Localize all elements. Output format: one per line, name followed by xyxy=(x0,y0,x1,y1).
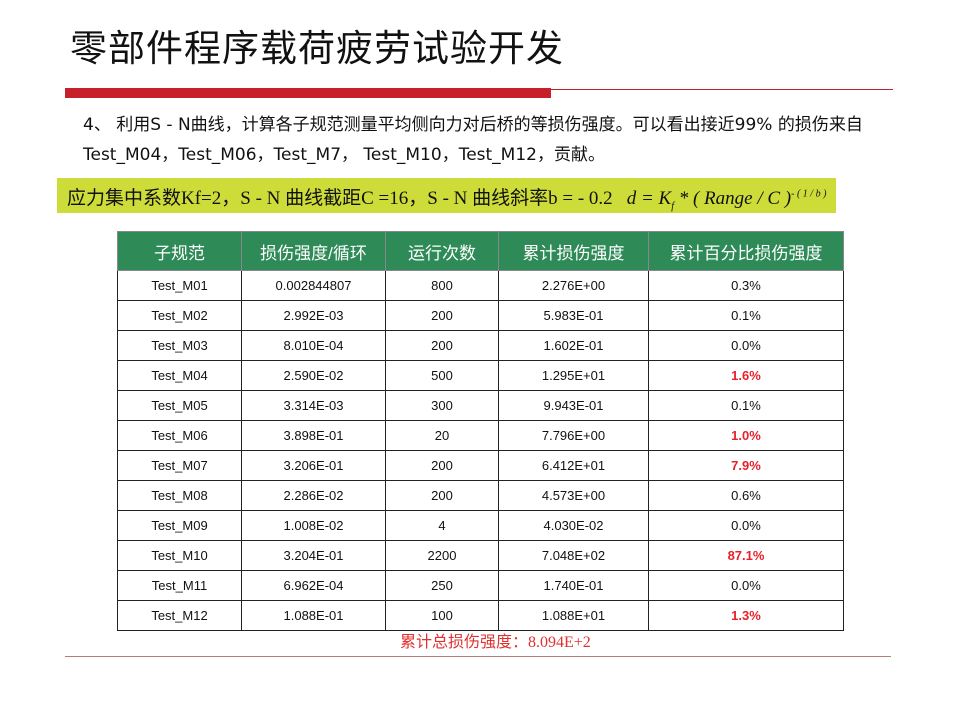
table-cell: 800 xyxy=(385,270,499,301)
table-cell: 2.286E-02 xyxy=(241,480,386,511)
table-cell: 1.602E-01 xyxy=(498,330,649,361)
table-row: Test_M01 0.002844807 800 2.276E+00 0.3% xyxy=(117,270,844,301)
title-divider xyxy=(551,89,893,90)
column-header: 累计百分比损伤强度 xyxy=(648,231,844,271)
table-cell: Test_M12 xyxy=(117,600,242,631)
table-cell: Test_M02 xyxy=(117,300,242,331)
table-cell: Test_M03 xyxy=(117,330,242,361)
table-cell: 1.3% xyxy=(648,600,844,631)
table-cell: 6.962E-04 xyxy=(241,570,386,601)
table-cell: 1.0% xyxy=(648,420,844,451)
table-cell: 7.9% xyxy=(648,450,844,481)
table-row: Test_M10 3.204E-01 2200 7.048E+02 87.1% xyxy=(117,540,844,571)
table-cell: 1.740E-01 xyxy=(498,570,649,601)
table-cell: 20 xyxy=(385,420,499,451)
table-cell: 1.295E+01 xyxy=(498,360,649,391)
table-row: Test_M06 3.898E-01 20 7.796E+00 1.0% xyxy=(117,420,844,451)
table-cell: 3.206E-01 xyxy=(241,450,386,481)
table-cell: 0.0% xyxy=(648,570,844,601)
column-header: 子规范 xyxy=(117,231,242,271)
table-cell: 100 xyxy=(385,600,499,631)
table-cell: 200 xyxy=(385,300,499,331)
table-cell: 2200 xyxy=(385,540,499,571)
table-cell: 4.030E-02 xyxy=(498,510,649,541)
table-cell: 2.590E-02 xyxy=(241,360,386,391)
table-cell: 200 xyxy=(385,450,499,481)
table-cell: Test_M06 xyxy=(117,420,242,451)
table-cell: 250 xyxy=(385,570,499,601)
table-row: Test_M12 1.088E-01 100 1.088E+01 1.3% xyxy=(117,600,844,631)
table-cell: 3.314E-03 xyxy=(241,390,386,421)
column-header: 运行次数 xyxy=(385,231,499,271)
formula-exponent: - ( 1 / b ) xyxy=(791,188,827,200)
parameter-highlight: 应力集中系数Kf=2，S - N 曲线截距C =16，S - N 曲线斜率b =… xyxy=(57,178,837,213)
table-cell: Test_M11 xyxy=(117,570,242,601)
slide-content: 4、 利用S - N曲线，计算各子规范测量平均侧向力对后桥的等损伤强度。可以看出… xyxy=(57,110,897,657)
damage-formula: d = Kf * ( Range / C )- ( 1 / b ) xyxy=(626,188,827,212)
formula-rest: * ( Range / C ) xyxy=(673,188,792,209)
table-cell: 7.796E+00 xyxy=(498,420,649,451)
table-cell: 0.1% xyxy=(648,300,844,331)
table-row: Test_M11 6.962E-04 250 1.740E-01 0.0% xyxy=(117,570,844,601)
table-row: Test_M02 2.992E-03 200 5.983E-01 0.1% xyxy=(117,300,844,331)
table-row: Test_M07 3.206E-01 200 6.412E+01 7.9% xyxy=(117,450,844,481)
table-row: Test_M03 8.010E-04 200 1.602E-01 0.0% xyxy=(117,330,844,361)
table-cell: 4 xyxy=(385,510,499,541)
table-cell: Test_M01 xyxy=(117,270,242,301)
table-row: Test_M05 3.314E-03 300 9.943E-01 0.1% xyxy=(117,390,844,421)
table-cell: Test_M10 xyxy=(117,540,242,571)
table-cell: Test_M08 xyxy=(117,480,242,511)
table-cell: 8.010E-04 xyxy=(241,330,386,361)
table-cell: 0.002844807 xyxy=(241,270,386,301)
total-damage: 累计总损伤强度：8.094E+2 xyxy=(400,634,591,651)
table-cell: 7.048E+02 xyxy=(498,540,649,571)
table-cell: 4.573E+00 xyxy=(498,480,649,511)
table-cell: 0.0% xyxy=(648,330,844,361)
title-accent-bar xyxy=(65,88,551,98)
damage-table: 子规范 损伤强度/循环 运行次数 累计损伤强度 累计百分比损伤强度 Test_M01 0.… xyxy=(117,231,844,631)
table-cell: Test_M05 xyxy=(117,390,242,421)
table-cell: 0.6% xyxy=(648,480,844,511)
slide-title: 零部件程序载荷疲劳试验开发 xyxy=(70,27,564,70)
description-paragraph: 4、 利用S - N曲线，计算各子规范测量平均侧向力对后桥的等损伤强度。可以看出… xyxy=(83,115,863,165)
table-cell: 9.943E-01 xyxy=(498,390,649,421)
table-cell: Test_M09 xyxy=(117,510,242,541)
table-cell: 87.1% xyxy=(648,540,844,571)
table-cell: Test_M07 xyxy=(117,450,242,481)
formula-subscript: f xyxy=(671,200,674,212)
column-header: 累计损伤强度 xyxy=(498,231,649,271)
table-cell: 3.898E-01 xyxy=(241,420,386,451)
table-cell: 1.088E+01 xyxy=(498,600,649,631)
table-header-row: 子规范 损伤强度/循环 运行次数 累计损伤强度 累计百分比损伤强度 xyxy=(117,231,844,271)
table-cell: 2.992E-03 xyxy=(241,300,386,331)
table-cell: 500 xyxy=(385,360,499,391)
table-cell: 2.276E+00 xyxy=(498,270,649,301)
footer-divider xyxy=(65,656,891,657)
column-header: 损伤强度/循环 xyxy=(241,231,386,271)
formula-main: d = K xyxy=(626,188,672,209)
parameter-values: 应力集中系数Kf=2，S - N 曲线截距C =16，S - N 曲线斜率b =… xyxy=(67,188,613,209)
table-cell: 0.0% xyxy=(648,510,844,541)
table-cell: 6.412E+01 xyxy=(498,450,649,481)
table-row: Test_M08 2.286E-02 200 4.573E+00 0.6% xyxy=(117,480,844,511)
table-cell: 3.204E-01 xyxy=(241,540,386,571)
table-row: Test_M04 2.590E-02 500 1.295E+01 1.6% xyxy=(117,360,844,391)
table-cell: 200 xyxy=(385,330,499,361)
table-cell: 0.1% xyxy=(648,390,844,421)
table-cell: 1.6% xyxy=(648,360,844,391)
table-cell: 1.008E-02 xyxy=(241,510,386,541)
table-cell: 5.983E-01 xyxy=(498,300,649,331)
table-cell: 0.3% xyxy=(648,270,844,301)
table-cell: 300 xyxy=(385,390,499,421)
table-row: Test_M09 1.008E-02 4 4.030E-02 0.0% xyxy=(117,510,844,541)
table-cell: 1.088E-01 xyxy=(241,600,386,631)
table-cell: 200 xyxy=(385,480,499,511)
table-cell: Test_M04 xyxy=(117,360,242,391)
